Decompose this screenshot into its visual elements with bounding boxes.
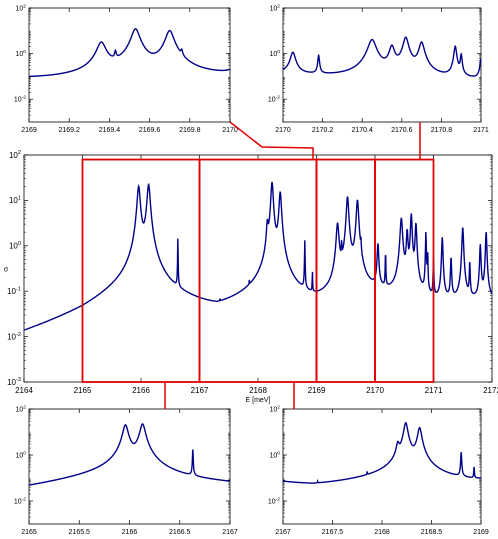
x-tick-label: 2169.6 bbox=[139, 127, 161, 134]
x-tick-label: 2172 bbox=[483, 386, 498, 395]
y-tick-label: 10-2 bbox=[7, 332, 21, 342]
y-axis-label: σ bbox=[4, 267, 9, 274]
x-tick-label: 2171 bbox=[473, 127, 489, 134]
x-axis-label: E [meV] bbox=[246, 397, 271, 404]
x-tick-label: 2167 bbox=[191, 386, 209, 395]
plot-frame bbox=[28, 408, 231, 525]
chart-inset-bottom-right: 2167 2167.5 2168 2168.5 2169 10-2 100 102 bbox=[268, 404, 489, 536]
y-tick-label: 101 bbox=[9, 196, 21, 206]
x-tick-label: 2170.2 bbox=[312, 127, 334, 134]
y-tick-label: 10-2 bbox=[14, 496, 26, 505]
zoom-region bbox=[374, 158, 435, 383]
y-tick-label: 102 bbox=[269, 3, 280, 12]
y-tick-label: 102 bbox=[9, 150, 21, 160]
x-tick-label: 2167.5 bbox=[322, 529, 344, 536]
x-tick-label: 2164 bbox=[15, 386, 33, 395]
x-tick-label: 2170 bbox=[222, 127, 238, 134]
x-tick-label: 2166.5 bbox=[169, 529, 191, 536]
x-tick-label: 2170 bbox=[275, 127, 291, 134]
x-tick-label: 2166 bbox=[122, 529, 138, 536]
x-tick-label: 2168.5 bbox=[421, 529, 443, 536]
x-tick-label: 2166 bbox=[132, 386, 150, 395]
x-tick-label: 2170.6 bbox=[391, 127, 413, 134]
x-tick-label: 2170 bbox=[366, 386, 384, 395]
chart-main: 2164 2165 2166 2167 2168 2169 2170 2171 2172 10-3… bbox=[7, 150, 498, 395]
x-tick-label: 2167 bbox=[222, 529, 238, 536]
chart-inset-top-left: 2169 2169.2 2169.4 2169.6 2169.8 2170 10-2 100 1… bbox=[14, 3, 238, 134]
x-tick-label: 2169 bbox=[21, 127, 37, 134]
y-tick-label: 10-2 bbox=[14, 95, 26, 104]
x-tick-label: 2170.8 bbox=[431, 127, 453, 134]
y-tick-label: 100 bbox=[15, 49, 26, 58]
chart-inset-bottom-left: 2165 2165.5 2166 2166.5 2167 10-2 100 102 bbox=[14, 404, 238, 536]
series-line bbox=[283, 36, 481, 77]
y-tick-label: 100 bbox=[15, 450, 26, 459]
x-tick-label: 2165 bbox=[21, 529, 37, 536]
series-line bbox=[29, 423, 230, 486]
x-tick-label: 2168 bbox=[249, 386, 267, 395]
x-tick-label: 2169.8 bbox=[179, 127, 201, 134]
y-tick-label: 10-2 bbox=[268, 496, 280, 505]
y-tick-label: 102 bbox=[269, 404, 280, 413]
x-tick-label: 2170.4 bbox=[351, 127, 373, 134]
plot-frame bbox=[23, 154, 493, 383]
series-line bbox=[283, 421, 481, 484]
x-tick-label: 2169.2 bbox=[58, 127, 80, 134]
y-tick-label: 100 bbox=[269, 49, 280, 58]
x-tick-label: 2168 bbox=[374, 529, 390, 536]
plot-frame bbox=[282, 7, 482, 123]
series-line bbox=[24, 181, 492, 331]
chart-inset-top-right: 2170 2170.2 2170.4 2170.6 2170.8 2171 10-2 100 1… bbox=[268, 3, 489, 134]
x-tick-label: 2165.5 bbox=[69, 529, 91, 536]
y-tick-label: 100 bbox=[269, 450, 280, 459]
x-tick-label: 2169 bbox=[308, 386, 326, 395]
x-tick-label: 2169.4 bbox=[99, 127, 121, 134]
plot-frame bbox=[28, 7, 231, 123]
x-tick-label: 2169 bbox=[473, 529, 489, 536]
series-line bbox=[29, 28, 230, 78]
y-tick-label: 102 bbox=[15, 3, 26, 12]
x-tick-label: 2165 bbox=[74, 386, 92, 395]
x-tick-label: 2171 bbox=[425, 386, 443, 395]
y-tick-label: 10-1 bbox=[7, 286, 21, 296]
y-tick-label: 10-2 bbox=[268, 95, 280, 104]
x-tick-label: 2167 bbox=[275, 529, 291, 536]
zoom-connector bbox=[229, 121, 314, 160]
y-tick-label: 102 bbox=[15, 404, 26, 413]
y-tick-label: 100 bbox=[9, 241, 21, 251]
plot-frame bbox=[282, 408, 482, 525]
y-tick-label: 10-3 bbox=[7, 377, 21, 387]
